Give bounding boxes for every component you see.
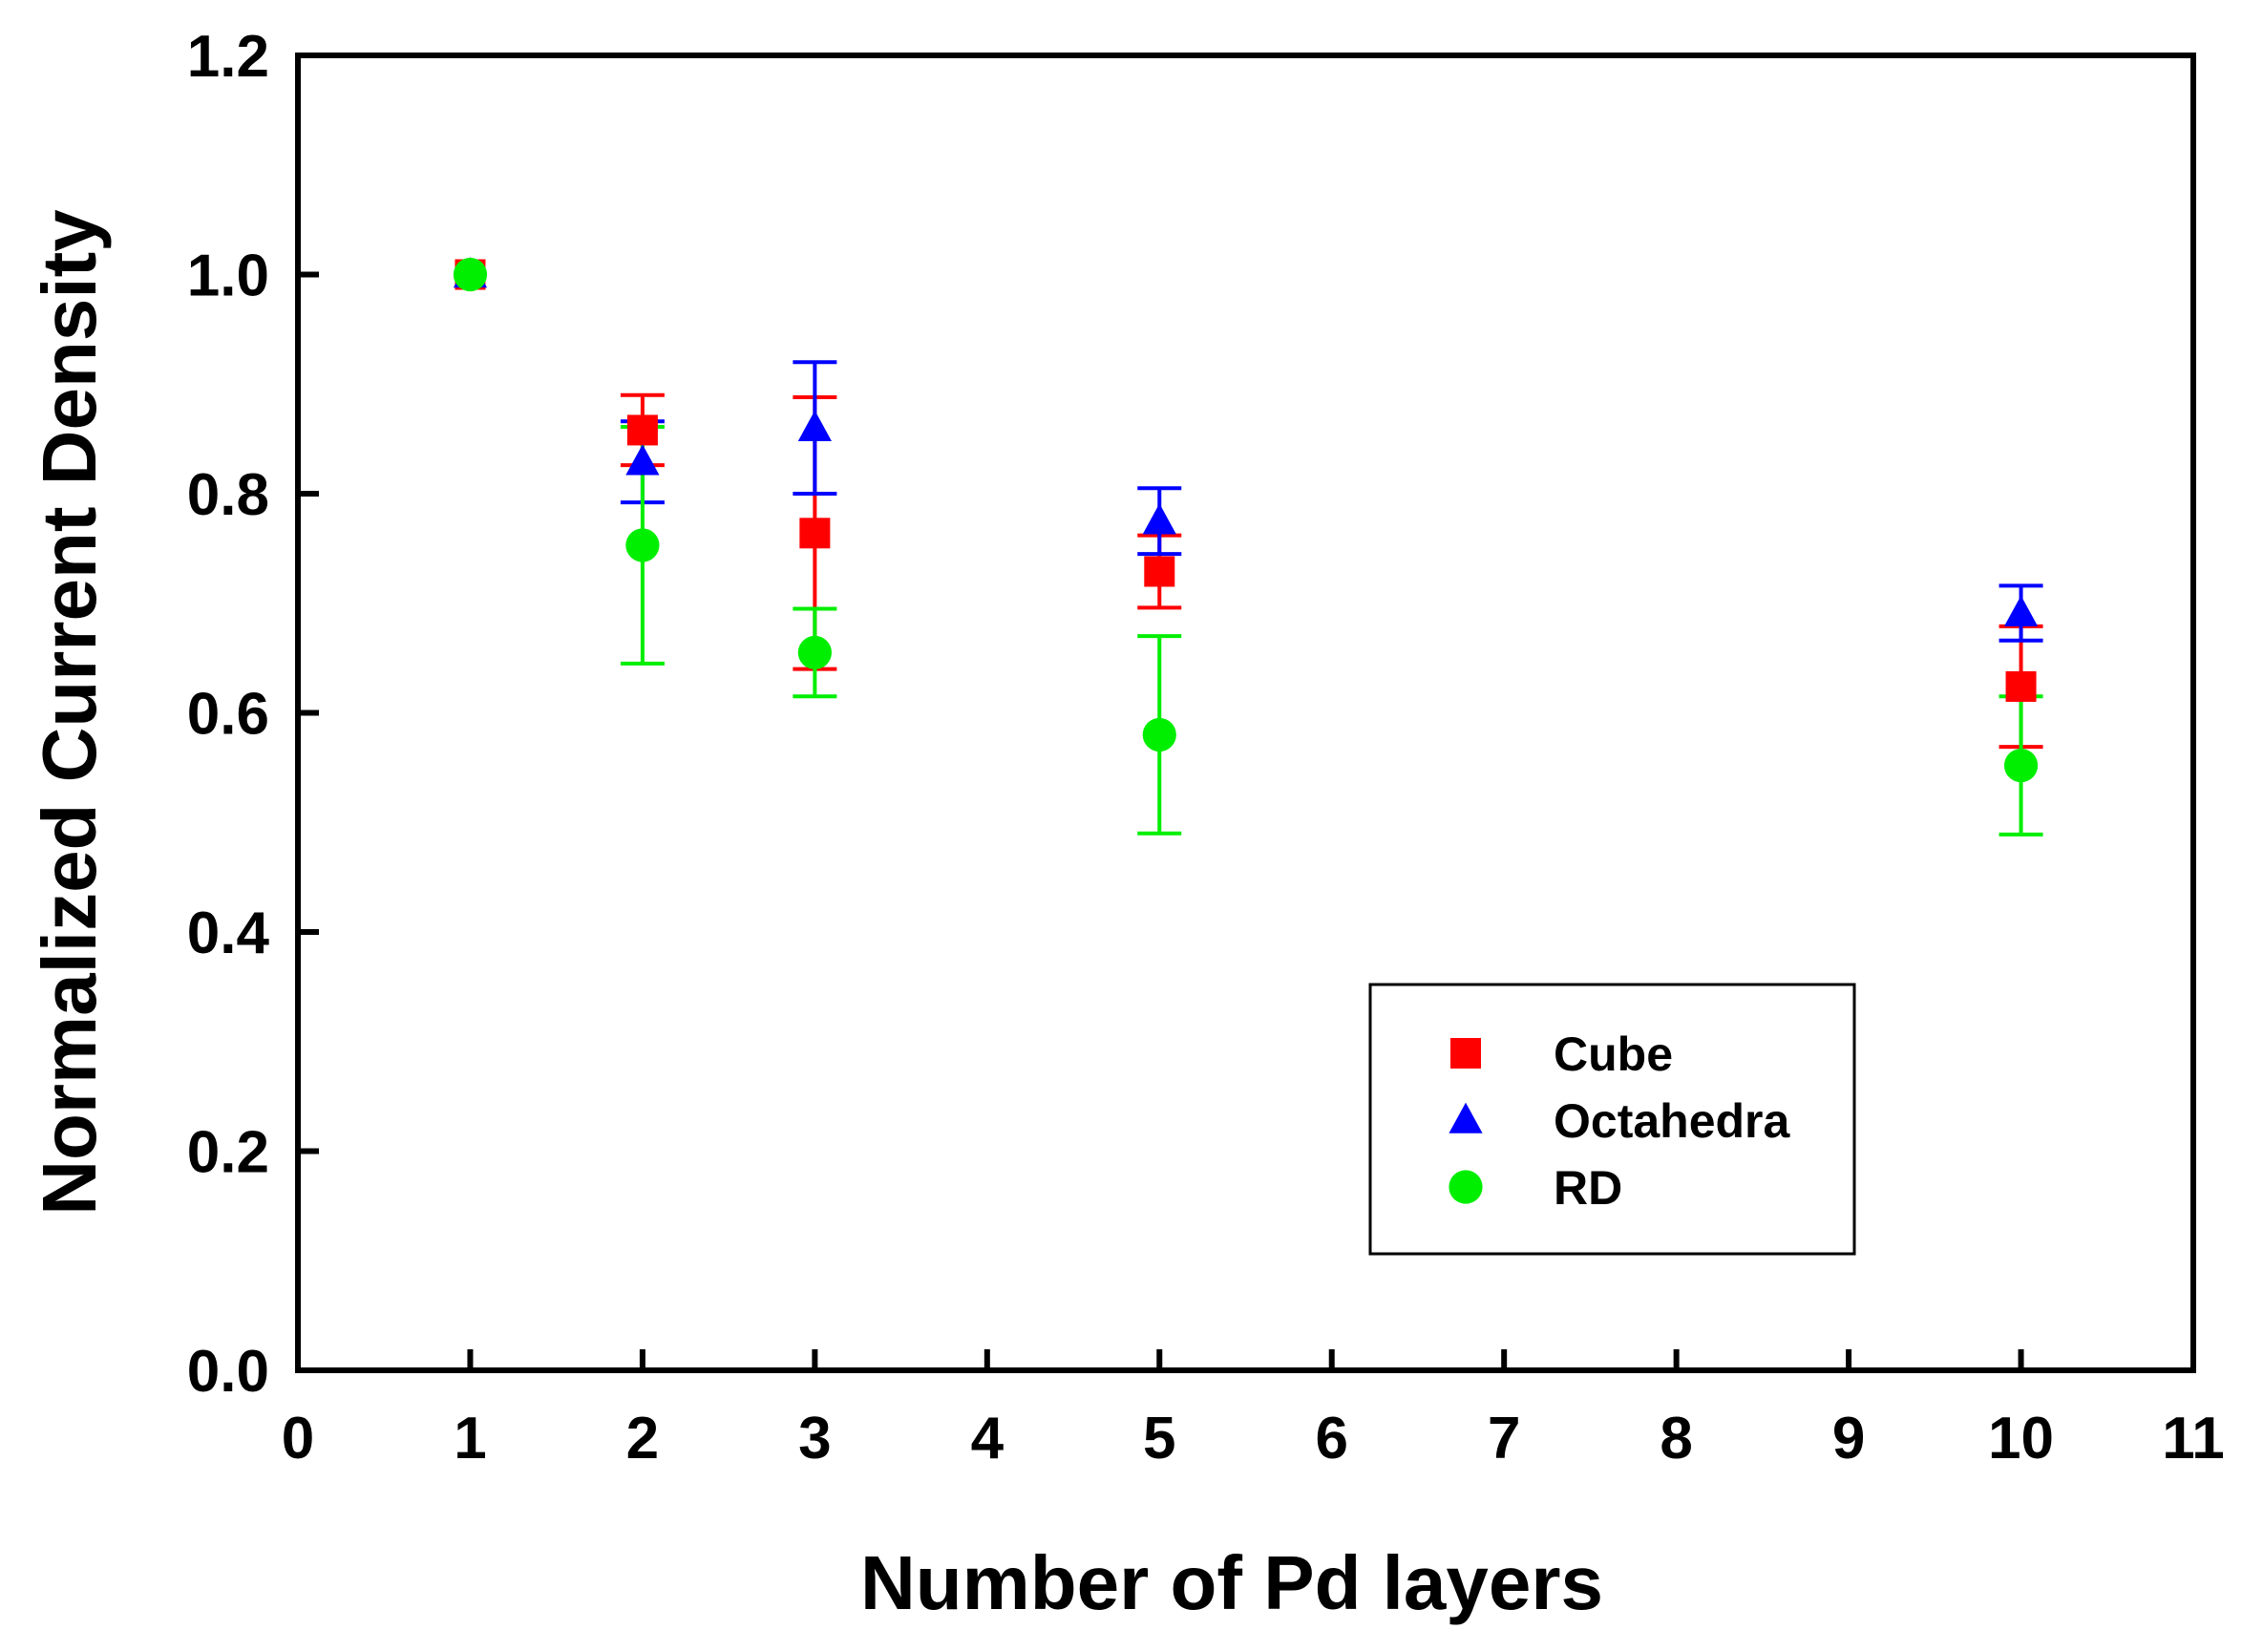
x-axis-title: Number of Pd layers [860, 1540, 1603, 1625]
x-tick-label: 3 [798, 1406, 831, 1472]
data-point-octahedra [797, 410, 832, 441]
x-tick-label: 5 [1143, 1406, 1175, 1472]
x-tick-label: 1 [454, 1406, 486, 1472]
x-tick-label: 9 [1832, 1406, 1865, 1472]
plot-area-frame [295, 53, 2196, 1373]
legend-label-rd: RD [1554, 1161, 1622, 1215]
x-tick-label: 7 [1488, 1406, 1520, 1472]
y-tick-label: 1.2 [187, 24, 269, 90]
y-axis-ticks: 0.0 0.2 0.4 0.6 0.8 1.0 1.2 [187, 24, 319, 1405]
legend-label-octahedra: Octahedra [1554, 1094, 1791, 1148]
data-point-cube [2005, 670, 2037, 702]
legend-marker-rd [1449, 1170, 1483, 1204]
y-tick-label: 0.0 [187, 1339, 269, 1405]
x-axis-ticks: 0 1 2 3 4 5 6 7 8 9 10 11 [282, 1349, 2225, 1472]
data-point-octahedra [625, 444, 660, 476]
y-tick-label: 0.4 [187, 900, 270, 966]
legend-items: Cube Octahedra RD [1449, 1027, 1791, 1215]
x-tick-label: 4 [971, 1406, 1005, 1472]
data-point-rd [625, 528, 660, 562]
legend: Cube Octahedra RD [1368, 983, 1856, 1256]
y-tick-label: 1.0 [187, 244, 269, 309]
data-point-cube [1144, 556, 1175, 587]
x-tick-label: 0 [282, 1406, 314, 1472]
legend-box [1368, 983, 1856, 1256]
x-tick-label: 11 [2162, 1406, 2225, 1472]
data-point-cube [626, 414, 658, 446]
legend-marker-cube [1450, 1038, 1481, 1069]
data-marks [453, 257, 2043, 837]
y-tick-label: 0.2 [187, 1120, 269, 1186]
data-point-rd [1142, 717, 1176, 752]
x-tick-label: 2 [626, 1406, 659, 1472]
y-tick-label: 0.8 [187, 462, 269, 528]
legend-marker-octahedra [1449, 1102, 1483, 1133]
y-tick-label: 0.6 [187, 682, 269, 748]
data-point-octahedra [2003, 595, 2039, 626]
data-point-rd [453, 257, 488, 292]
x-tick-label: 8 [1660, 1406, 1692, 1472]
x-tick-label: 6 [1315, 1406, 1347, 1472]
legend-label-cube: Cube [1554, 1027, 1673, 1081]
data-point-rd [2003, 748, 2039, 783]
data-point-rd [797, 635, 832, 669]
data-point-octahedra [1142, 503, 1176, 535]
data-point-cube [799, 518, 831, 549]
x-tick-label: 10 [1988, 1406, 2054, 1472]
y-axis-title: Normalized Current Density [27, 209, 112, 1216]
